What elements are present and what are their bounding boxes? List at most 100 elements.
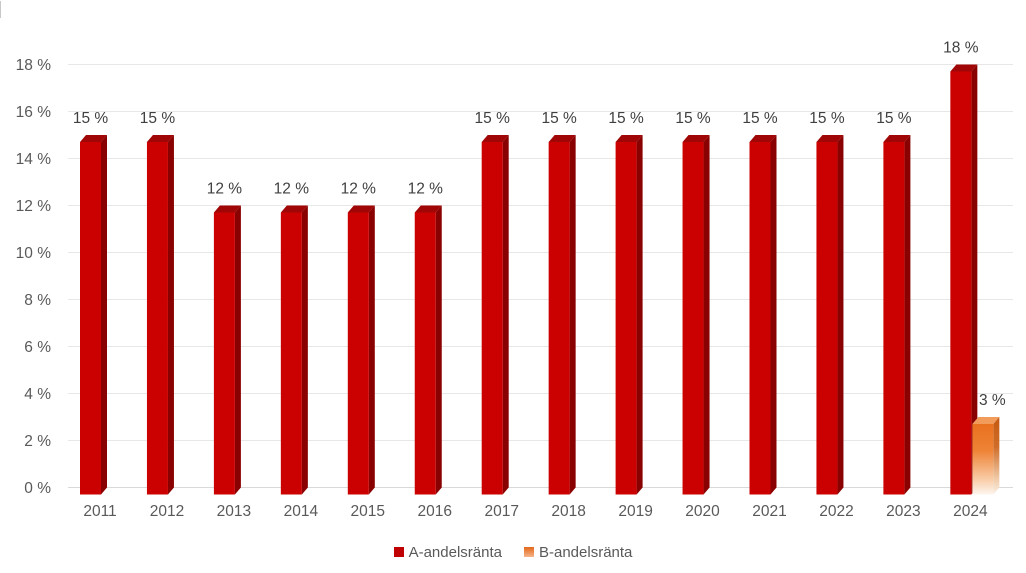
bar-side-face bbox=[904, 135, 911, 495]
data-label: 15 % bbox=[608, 110, 644, 127]
bar-top-face bbox=[347, 205, 375, 213]
bar-side-face bbox=[167, 135, 174, 495]
bar-a-2015 bbox=[347, 205, 375, 495]
bar-side-face bbox=[368, 205, 375, 495]
data-label: 15 % bbox=[541, 110, 577, 127]
data-label: 15 % bbox=[73, 110, 109, 127]
x-tick-label: 2017 bbox=[484, 503, 518, 520]
y-tick-label: 12 % bbox=[16, 198, 52, 215]
bar-top-face bbox=[80, 135, 107, 142]
bar-a-2011 bbox=[80, 135, 107, 495]
data-label: 15 % bbox=[475, 110, 511, 127]
data-label: 18 % bbox=[943, 40, 979, 57]
bar-top-face bbox=[481, 135, 509, 142]
x-tick-label: 2012 bbox=[150, 503, 184, 520]
bar-a-2013 bbox=[213, 205, 241, 495]
bar-side-face bbox=[703, 135, 710, 495]
bar-top-face bbox=[146, 135, 174, 142]
data-label: 12 % bbox=[408, 181, 444, 198]
bar-top-face bbox=[883, 135, 911, 142]
y-tick-label: 18 % bbox=[16, 57, 52, 74]
bar-side-face bbox=[993, 417, 1000, 495]
y-tick-label: 0 % bbox=[24, 480, 51, 497]
y-tick-label: 6 % bbox=[24, 339, 51, 356]
bar-side-face bbox=[636, 135, 643, 495]
bar-top-face bbox=[615, 135, 643, 142]
bar-top-face bbox=[972, 417, 1000, 424]
bar-front-face bbox=[481, 142, 503, 495]
y-tick-label: 10 % bbox=[16, 245, 52, 262]
bar-a-2018 bbox=[548, 135, 576, 495]
bar-side-face bbox=[569, 135, 576, 495]
y-tick-label: 4 % bbox=[24, 386, 51, 403]
bar-a-2017 bbox=[481, 135, 509, 495]
bar-front-face bbox=[414, 212, 436, 495]
bar-front-face bbox=[347, 212, 369, 495]
bar-front-face bbox=[816, 142, 838, 495]
bar-front-face bbox=[280, 212, 302, 495]
bar-a-2022 bbox=[816, 135, 844, 495]
bar-top-face bbox=[950, 64, 978, 72]
bar-a-2012 bbox=[146, 135, 174, 495]
x-tick-label: 2024 bbox=[953, 503, 988, 520]
bar-top-face bbox=[213, 205, 241, 213]
bar-a-2019 bbox=[615, 135, 643, 495]
bar-b-2024 bbox=[972, 417, 1000, 495]
legend-label: B-andelsränta bbox=[539, 543, 633, 561]
x-tick-label: 2013 bbox=[217, 503, 251, 520]
x-tick-label: 2014 bbox=[284, 503, 319, 520]
data-label: 15 % bbox=[140, 110, 176, 127]
bar-front-face bbox=[682, 142, 704, 495]
data-label: 15 % bbox=[675, 110, 711, 127]
bar-side-face bbox=[101, 135, 107, 495]
bar-top-face bbox=[414, 205, 442, 213]
bar-side-face bbox=[301, 205, 308, 495]
bar-front-face bbox=[749, 142, 771, 495]
bar-side-face bbox=[435, 205, 442, 495]
x-tick-label: 2021 bbox=[752, 503, 786, 520]
data-label: 15 % bbox=[809, 110, 845, 127]
y-tick-label: 16 % bbox=[16, 104, 52, 121]
bar-side-face bbox=[971, 64, 978, 495]
bar-top-face bbox=[682, 135, 710, 142]
y-tick-label: 14 % bbox=[16, 151, 52, 168]
legend-swatch-icon bbox=[393, 547, 404, 557]
bar-front-face bbox=[548, 142, 570, 495]
bar-front-face bbox=[883, 142, 905, 495]
bar-side-face bbox=[234, 205, 241, 495]
data-label: 12 % bbox=[341, 181, 377, 198]
x-tick-label: 2020 bbox=[685, 503, 720, 520]
bar-front-face bbox=[213, 212, 235, 495]
bar-a-2014 bbox=[280, 205, 308, 495]
bar-top-face bbox=[749, 135, 777, 142]
data-label: 15 % bbox=[876, 110, 912, 127]
legend-label: A-andelsränta bbox=[408, 543, 502, 561]
data-label: 12 % bbox=[274, 181, 310, 198]
bar-top-face bbox=[816, 135, 844, 142]
bar-front-face bbox=[615, 142, 637, 495]
bar-front-face bbox=[972, 424, 994, 495]
bar-a-2021 bbox=[749, 135, 777, 495]
bar-side-face bbox=[837, 135, 844, 495]
data-label: 3 % bbox=[979, 392, 1006, 409]
data-label: 12 % bbox=[207, 181, 243, 198]
bar-a-2016 bbox=[414, 205, 442, 495]
x-tick-label: 2015 bbox=[351, 503, 385, 520]
bar-a-2023 bbox=[883, 135, 911, 495]
bar-front-face bbox=[80, 142, 101, 495]
x-tick-label: 2011 bbox=[83, 503, 116, 520]
bar-side-face bbox=[502, 135, 509, 495]
legend-item-a-andelsranta: A-andelsränta bbox=[393, 543, 502, 561]
x-tick-label: 2018 bbox=[551, 503, 585, 520]
x-tick-label: 2019 bbox=[618, 503, 652, 520]
x-tick-label: 2016 bbox=[418, 503, 452, 520]
bar-top-face bbox=[548, 135, 576, 142]
chart-legend: A-andelsränta B-andelsränta bbox=[0, 542, 1026, 562]
bar-a-2020 bbox=[682, 135, 710, 495]
y-tick-label: 2 % bbox=[24, 433, 51, 450]
data-label: 15 % bbox=[742, 110, 778, 127]
x-tick-label: 2022 bbox=[819, 503, 853, 520]
